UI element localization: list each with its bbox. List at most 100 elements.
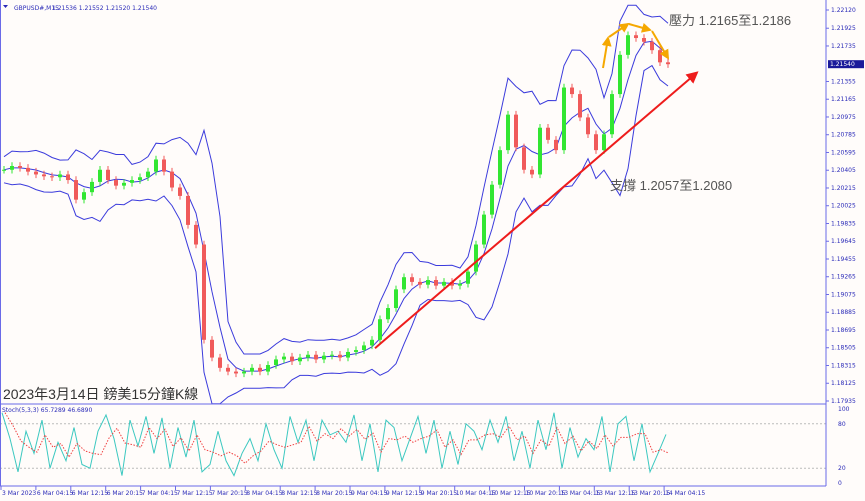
time-tick-label: 10 Mar 20:15 (526, 490, 566, 497)
candle-body (650, 41, 654, 51)
candle-body (594, 134, 598, 151)
resistance-annotation: 壓力 1.2165至1.2186 (669, 13, 791, 28)
current-price-label: 1.21540 (830, 61, 855, 68)
price-tick-label: 1.19645 (831, 238, 856, 245)
candle-body (442, 281, 446, 286)
resistance-arrow (601, 36, 612, 69)
bollinger-lower (3, 64, 669, 405)
candle-body (426, 280, 430, 285)
stoch-tick-label: 80 (838, 421, 846, 428)
price-tick-label: 1.21165 (831, 96, 856, 103)
candle-body (226, 367, 230, 372)
candle-body (522, 147, 526, 170)
stoch-signal-line (4, 412, 670, 464)
candle-body (458, 283, 462, 286)
candle-body (562, 87, 566, 151)
candle-body (74, 180, 78, 200)
price-tick-label: 1.19075 (831, 291, 856, 298)
price-tick-label: 1.18695 (831, 327, 856, 334)
candle-body (618, 54, 622, 95)
price-tick-label: 1.20975 (831, 114, 856, 121)
candle-body (450, 281, 454, 286)
chart-header-ohlc: 1.21536 1.21552 1.21520 1.21540 (52, 5, 157, 12)
candle-body (154, 159, 158, 172)
time-tick-label: 8 Mar 12:15 (281, 490, 317, 497)
stoch-tick-label: 100 (838, 406, 850, 413)
candle-body (306, 354, 310, 358)
candle-body (162, 159, 166, 172)
candle-body (82, 192, 86, 200)
candle-body (34, 171, 38, 175)
candle-body (634, 35, 638, 39)
support-annotation: 支撐 1.2057至1.2080 (610, 178, 732, 193)
price-tick-label: 1.20405 (831, 167, 856, 174)
candle-body (546, 127, 550, 140)
price-tick-label: 1.18885 (831, 309, 856, 316)
candle-body (242, 371, 246, 374)
candle-body (10, 166, 14, 170)
candle-body (482, 214, 486, 245)
candle-body (202, 244, 206, 340)
candle-body (554, 139, 558, 151)
candle-body (114, 180, 118, 186)
candle-body (570, 87, 574, 95)
time-tick-label: 13 Mar 12:15 (595, 490, 635, 497)
candle-body (514, 114, 518, 148)
stoch-tick-label: 0 (838, 480, 842, 487)
candle-body (290, 356, 294, 362)
price-tick-label: 1.21735 (831, 43, 856, 50)
candle-body (170, 171, 174, 188)
candle-body (626, 35, 630, 55)
time-tick-label: 10 Mar 12:15 (491, 490, 531, 497)
candle-body (250, 367, 254, 372)
candle-body (258, 367, 262, 372)
candle-body (178, 187, 182, 196)
candle-body (146, 171, 150, 178)
drawings[interactable] (374, 22, 699, 349)
candle-body (658, 50, 662, 63)
resistance-arrow (628, 22, 652, 33)
time-tick-label: 9 Mar 04:15 (351, 490, 387, 497)
candle-body (354, 350, 358, 352)
stoch-main-line (1, 412, 667, 477)
price-tick-label: 1.20785 (831, 132, 856, 139)
stoch-tick-label: 20 (838, 465, 846, 472)
resistance-arrow (651, 30, 670, 60)
time-tick-label: 7 Mar 12:15 (177, 490, 213, 497)
candle-body (298, 357, 302, 362)
collapse-triangle-icon[interactable] (3, 5, 8, 8)
candle-body (322, 355, 326, 360)
candle-body (314, 354, 318, 360)
time-tick-label: 8 Mar 20:15 (316, 490, 352, 497)
candle-body (274, 359, 278, 366)
time-tick-label: 7 Mar 04:15 (142, 490, 178, 497)
candle-body (210, 339, 214, 358)
candle-body (418, 281, 422, 285)
price-tick-label: 1.18315 (831, 362, 856, 369)
price-tick-label: 1.19835 (831, 220, 856, 227)
time-tick-label: 8 Mar 04:15 (246, 490, 282, 497)
candle-body (362, 345, 366, 351)
candle-body (490, 184, 494, 215)
candle-body (218, 357, 222, 368)
stochastic-panel: 100 80 20 0 (0, 406, 850, 487)
price-tick-label: 1.18125 (831, 380, 856, 387)
time-tick-label: 10 Mar 04:15 (456, 490, 496, 497)
price-tick-label: 1.21925 (831, 25, 856, 32)
price-tick-label: 1.22120 (831, 7, 856, 14)
candle-body (498, 150, 502, 185)
time-tick-label: 6 Mar 20:15 (107, 490, 143, 497)
candle-body (402, 277, 406, 290)
candle-body (410, 277, 414, 282)
candle-body (578, 94, 582, 118)
candle-body (602, 134, 606, 151)
candles (2, 31, 670, 378)
candle-body (2, 169, 6, 171)
time-tick-label: 6 Mar 04:15 (37, 490, 73, 497)
candle-body (50, 176, 54, 178)
candle-body (90, 181, 94, 193)
candle-body (538, 127, 542, 175)
candle-body (186, 195, 190, 225)
